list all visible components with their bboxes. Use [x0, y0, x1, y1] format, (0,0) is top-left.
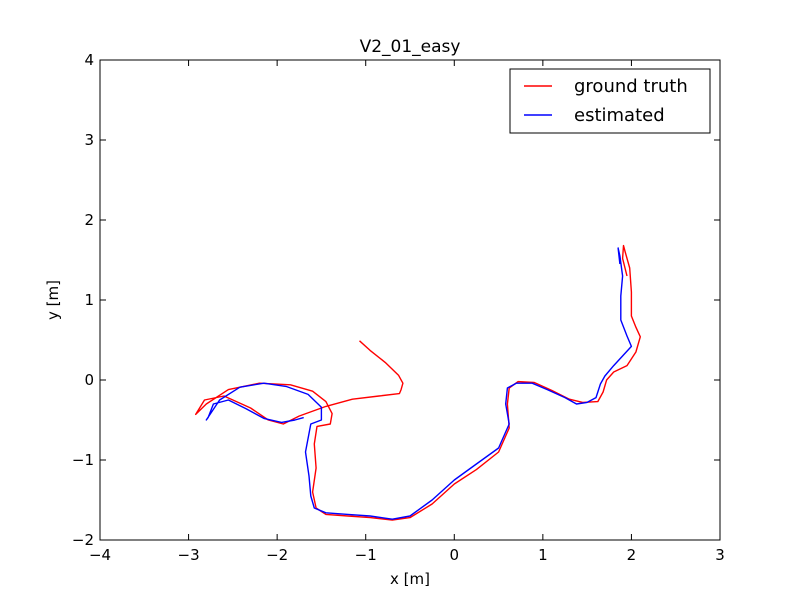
- y-tick-label: 3: [84, 131, 94, 149]
- legend-label-ground-truth: ground truth: [574, 76, 688, 97]
- plot-frame: [99, 59, 721, 541]
- x-tick-label: −3: [178, 546, 200, 564]
- x-tick-label: 0: [450, 546, 460, 564]
- x-tick-label: 1: [538, 546, 548, 564]
- y-tick-label: −1: [72, 451, 94, 469]
- x-tick-label: 2: [627, 546, 637, 564]
- chart-title: V2_01_easy: [360, 37, 461, 57]
- y-tick-label: 0: [84, 371, 94, 389]
- series-line-estimated: [205, 247, 633, 520]
- y-tick-label: 4: [84, 51, 94, 69]
- x-axis-label: x [m]: [390, 570, 430, 588]
- y-tick-label: 1: [84, 291, 94, 309]
- legend: ground truth estimated: [509, 68, 711, 134]
- tick-layer: −4 −3 −2 −1 0 1 2 3 −2 −1 0 1 2 3 4: [72, 51, 725, 564]
- x-tick-label: 3: [715, 546, 725, 564]
- x-tick-label: −1: [355, 546, 377, 564]
- x-tick-label: −4: [89, 546, 111, 564]
- x-tick-label: −2: [266, 546, 288, 564]
- series-layer: [195, 244, 641, 521]
- legend-label-estimated: estimated: [574, 105, 665, 126]
- y-tick-label: 2: [84, 211, 94, 229]
- plot-area: −4 −3 −2 −1 0 1 2 3 −2 −1 0 1 2 3 4: [72, 51, 725, 564]
- y-axis-label: y [m]: [44, 280, 62, 320]
- legend-box: [509, 68, 711, 134]
- y-tick-label: −2: [72, 531, 94, 549]
- series-line-ground-truth: [195, 244, 641, 521]
